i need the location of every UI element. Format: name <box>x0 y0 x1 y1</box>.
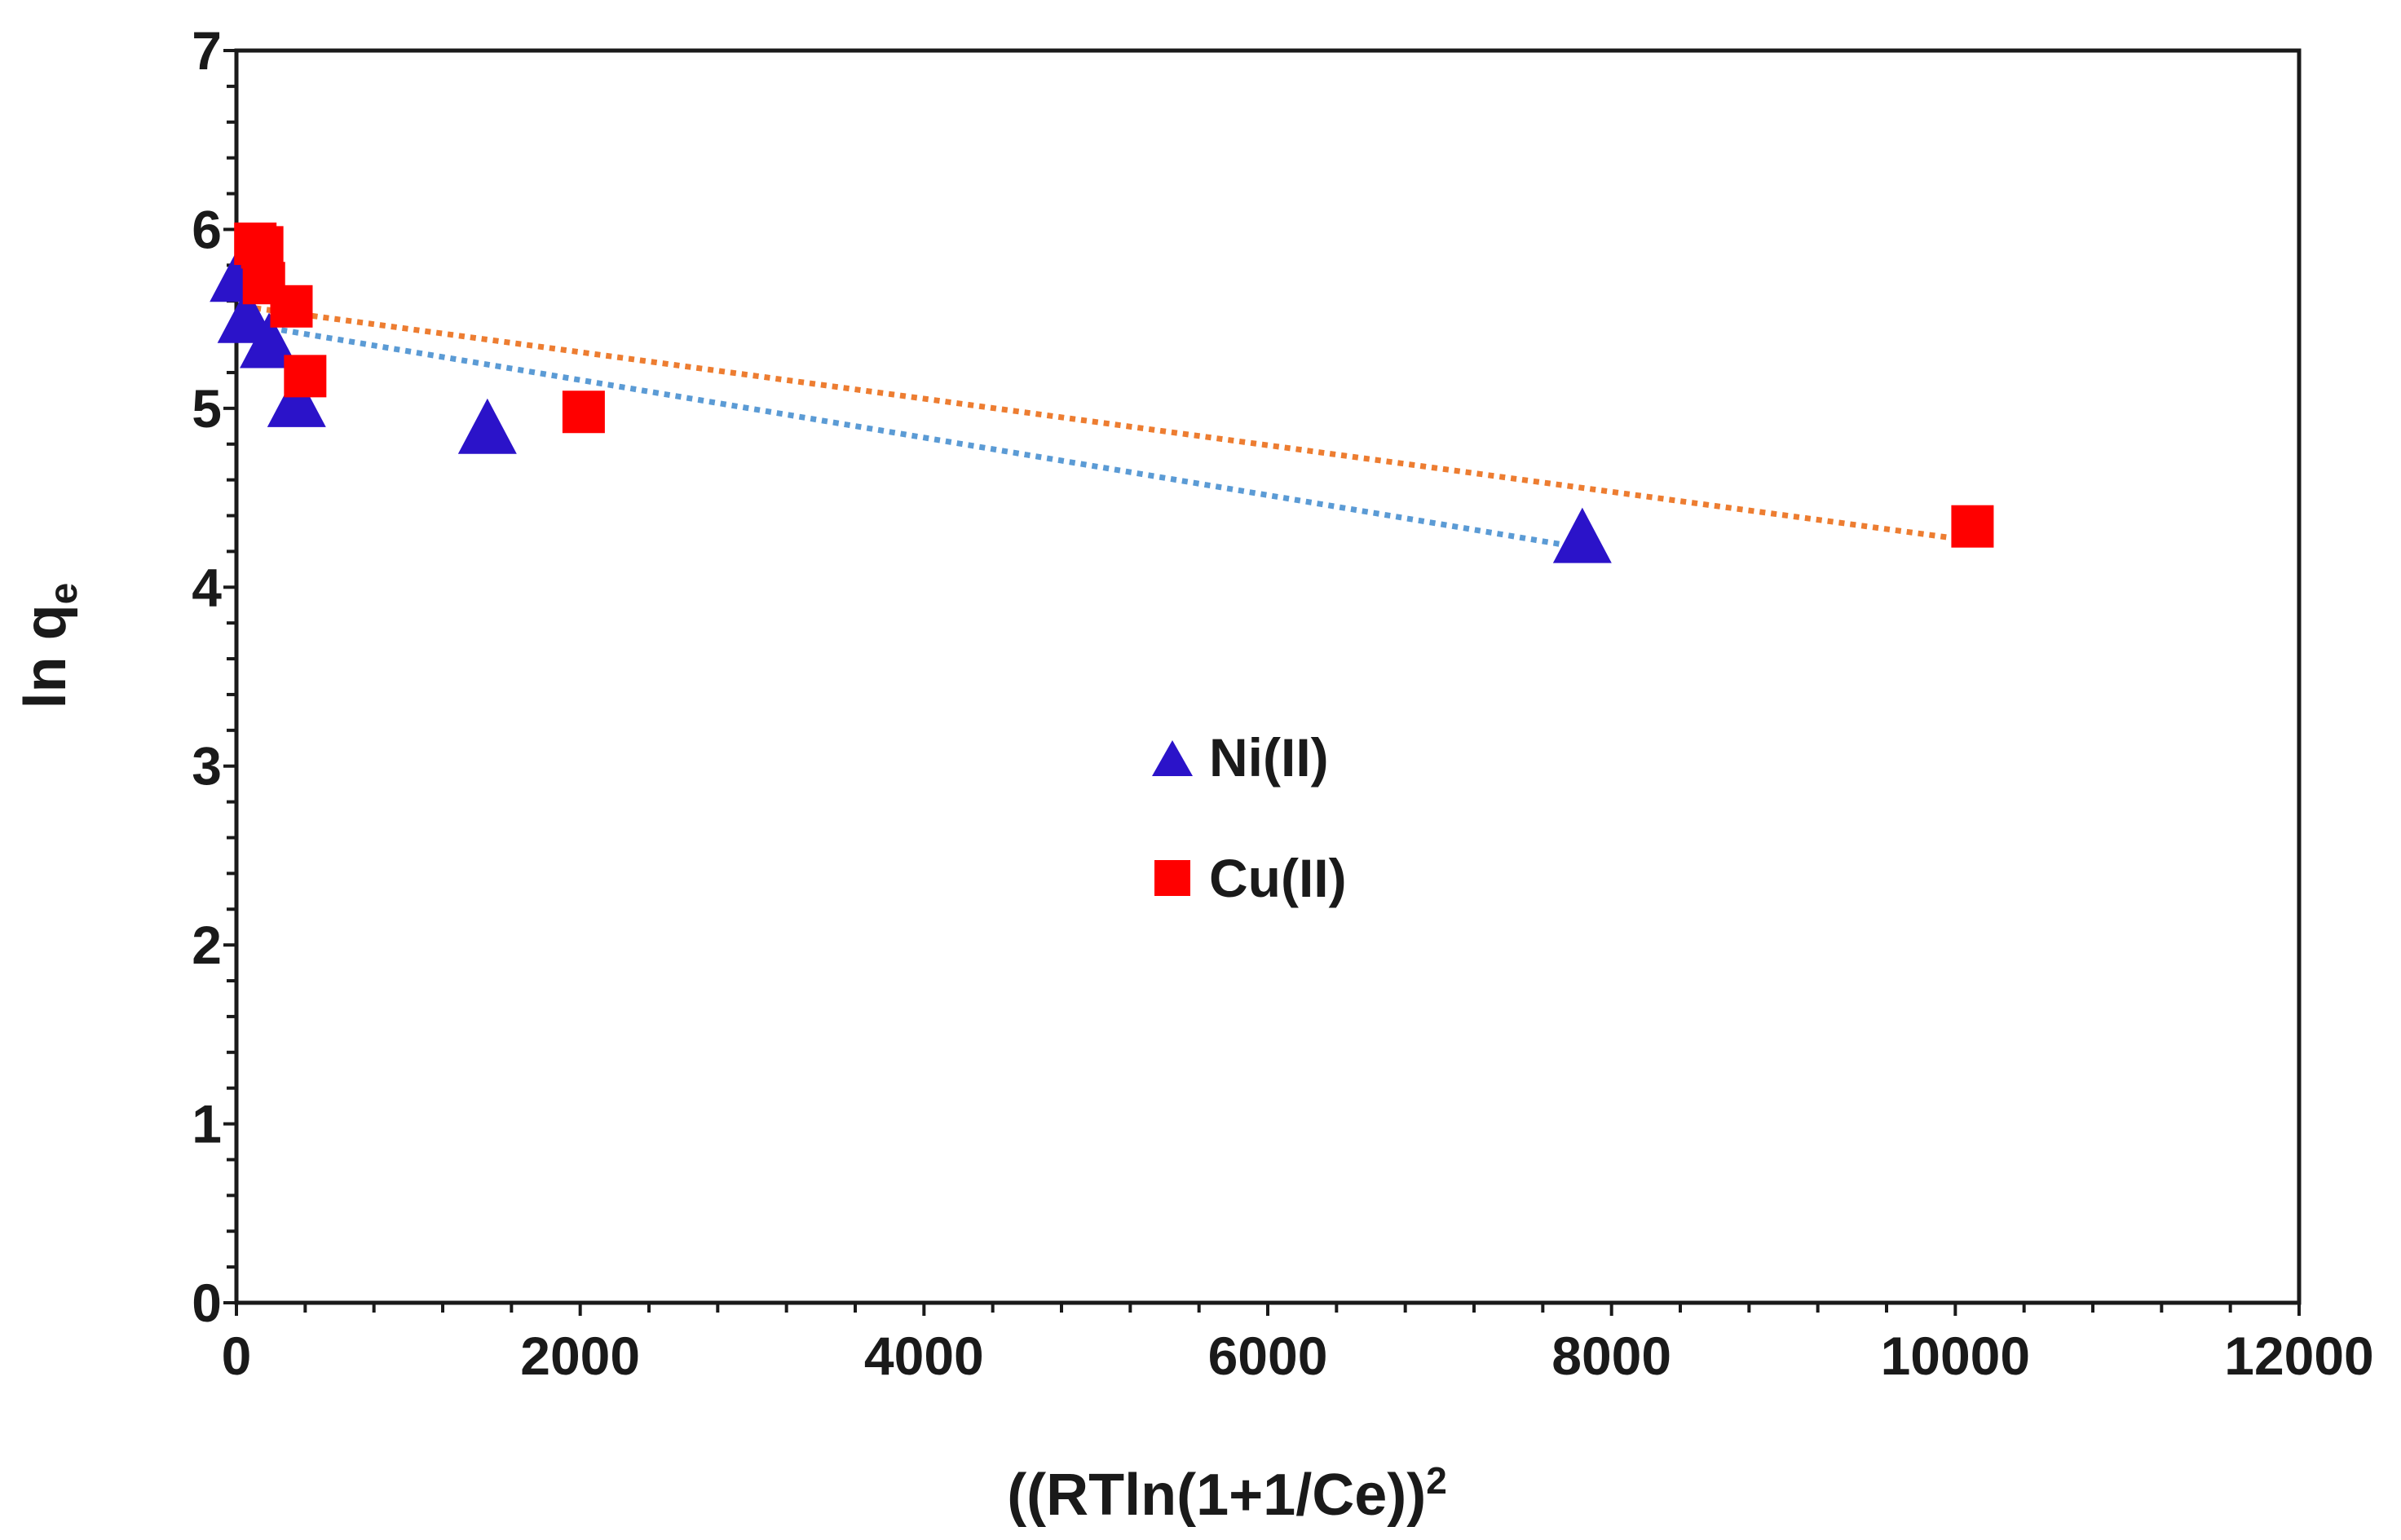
x-tick-label: 4000 <box>864 1326 984 1386</box>
y-tick-label: 5 <box>192 378 222 439</box>
x-tick-label: 10000 <box>1881 1326 2031 1386</box>
x-axis-title-text: ((RTln(1+1/Ce)) <box>1007 1463 1426 1528</box>
y-tick-label: 3 <box>192 736 222 796</box>
trendlines <box>236 305 1973 551</box>
y-tick-label: 2 <box>192 915 222 975</box>
legend-ni-label: Ni(II) <box>1209 727 1329 788</box>
x-axis-title-superscript: 2 <box>1426 1459 1447 1502</box>
x-tick-label: 2000 <box>520 1326 640 1386</box>
cu-trendline <box>254 305 1973 544</box>
y-tick-label: 4 <box>192 557 222 617</box>
ni-data-point <box>240 312 299 368</box>
x-tick-label: 12000 <box>2224 1326 2374 1386</box>
legend-cu-label: Cu(II) <box>1209 848 1347 908</box>
y-tick-label: 1 <box>192 1094 222 1154</box>
x-tick-label: 0 <box>222 1326 252 1386</box>
legend-cu-marker <box>1154 860 1190 896</box>
y-axis-title-text: ln q <box>13 604 78 708</box>
ni-trendline <box>236 320 1583 551</box>
plot-frame <box>234 48 2302 1305</box>
ni-data-point <box>457 398 517 454</box>
y-axis-title: ln qe <box>13 583 86 709</box>
x-axis-title: ((RTln(1+1/Ce))2 <box>1007 1459 1447 1528</box>
cu-data-point <box>241 226 284 269</box>
data-points <box>210 222 1994 563</box>
axis-tick-labels: 0 2000 4000 6000 8000 10000 12000 0 1 2 3 4 5 6 7 <box>192 20 2373 1386</box>
y-tick-label: 0 <box>192 1273 222 1333</box>
y-tick-label: 6 <box>192 199 222 259</box>
cu-data-point <box>562 391 605 434</box>
ni-data-point <box>1552 507 1612 563</box>
x-tick-label: 6000 <box>1208 1326 1328 1386</box>
cu-data-point <box>284 355 327 398</box>
plot-area <box>234 48 2302 1305</box>
legend: Ni(II) Cu(II) <box>1152 727 1347 908</box>
legend-ni-marker <box>1152 740 1193 776</box>
cu-data-point <box>270 285 313 328</box>
y-tick-label: 7 <box>192 20 222 81</box>
axis-ticks <box>223 49 2301 1316</box>
ni-data-point <box>267 371 326 427</box>
cu-data-point <box>1951 505 1994 548</box>
y-axis-title-subscript: e <box>42 583 86 605</box>
x-tick-label: 8000 <box>1551 1326 1671 1386</box>
